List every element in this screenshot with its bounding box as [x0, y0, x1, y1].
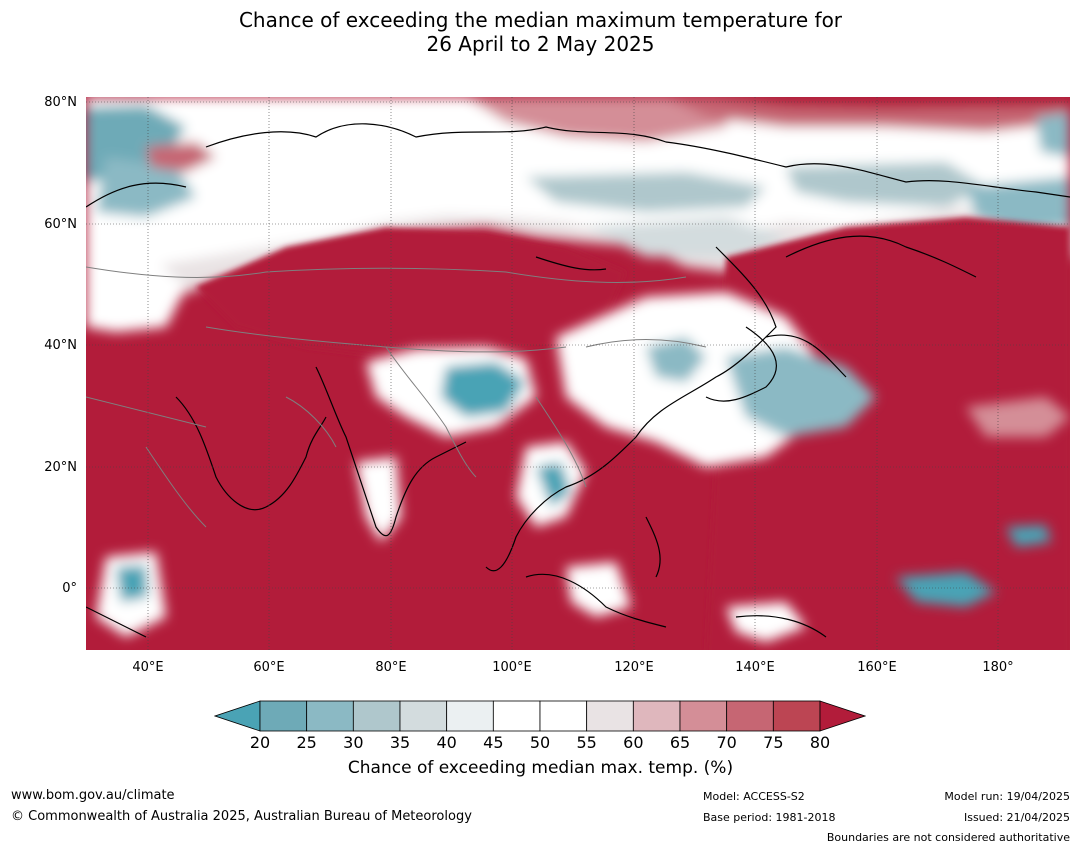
lon-label-100e: 100°E — [492, 660, 532, 675]
colorbar-tick-label: 80 — [809, 733, 831, 752]
colorbar-segment — [446, 700, 494, 732]
map-title: Chance of exceeding the median maximum t… — [0, 8, 1081, 56]
colorbar-segment — [492, 700, 541, 732]
colorbar-tick-label: 75 — [763, 733, 784, 752]
lat-label-0: 0° — [62, 581, 77, 596]
colorbar-segment — [539, 700, 588, 732]
colorbar-tick-label: 55 — [576, 733, 597, 752]
colorbar-segment — [259, 700, 308, 732]
copyright-text: © Commonwealth of Australia 2025, Austra… — [11, 809, 472, 824]
colorbar-tick-label: 40 — [436, 733, 457, 752]
disclaimer-text: Boundaries are not considered authoritat… — [826, 831, 1070, 844]
colorbar-segment — [726, 700, 774, 732]
model-text: Model: ACCESS-S2 — [703, 790, 805, 803]
issued-text: Issued: 21/04/2025 — [963, 811, 1070, 824]
model-run-text: Model run: 19/04/2025 — [944, 790, 1070, 803]
colorbar-tick-label: 45 — [483, 733, 504, 752]
colorbar-tick-label: 65 — [669, 733, 691, 752]
title-line-1: Chance of exceeding the median maximum t… — [238, 8, 843, 32]
base-period-text: Base period: 1981-2018 — [703, 811, 836, 824]
lon-label-120e: 120°E — [614, 660, 654, 675]
colorbar — [214, 700, 866, 732]
colorbar-tick-label: 35 — [389, 733, 411, 752]
east-asia-cool — [96, 292, 1070, 642]
colorbar-segment — [679, 700, 728, 732]
north-field — [86, 97, 1070, 332]
colorbar-tick-label: 60 — [623, 733, 644, 752]
temperature-probability-map — [86, 97, 1070, 650]
lon-label-160e: 160°E — [857, 660, 897, 675]
country-boundaries — [86, 266, 707, 528]
website-link[interactable]: www.bom.gov.au/climate — [11, 788, 175, 803]
lat-label-40n: 40°N — [44, 338, 77, 353]
coastlines — [86, 123, 1070, 638]
lat-label-20n: 20°N — [44, 460, 77, 475]
colorbar-extend-high — [819, 700, 866, 732]
colorbar-segment — [352, 700, 401, 732]
lat-label-60n: 60°N — [44, 217, 77, 232]
colorbar-segment — [632, 700, 681, 732]
colorbar-tick-label: 25 — [296, 733, 317, 752]
lon-label-80e: 80°E — [375, 660, 407, 675]
graticule — [86, 97, 1070, 650]
colorbar-segment — [306, 700, 354, 732]
lat-label-80n: 80°N — [44, 95, 77, 110]
colorbar-label: Chance of exceeding median max. temp. (%… — [347, 758, 734, 778]
lon-label-140e: 140°E — [735, 660, 775, 675]
lon-label-40e: 40°E — [132, 660, 164, 675]
lon-label-60e: 60°E — [253, 660, 285, 675]
colorbar-tick-label: 30 — [343, 733, 364, 752]
colorbar-segment — [772, 700, 821, 732]
title-line-2: 26 April to 2 May 2025 — [426, 32, 655, 56]
central-asia-warm — [196, 217, 1070, 650]
colorbar-extend-low — [214, 700, 261, 732]
colorbar-tick-label: 20 — [249, 733, 271, 752]
colorbar-segment — [399, 700, 448, 732]
colorbar-segment — [586, 700, 634, 732]
lon-label-180: 180° — [982, 660, 1014, 675]
colorbar-tick-label: 50 — [529, 733, 551, 752]
colorbar-tick-label: 70 — [716, 733, 737, 752]
